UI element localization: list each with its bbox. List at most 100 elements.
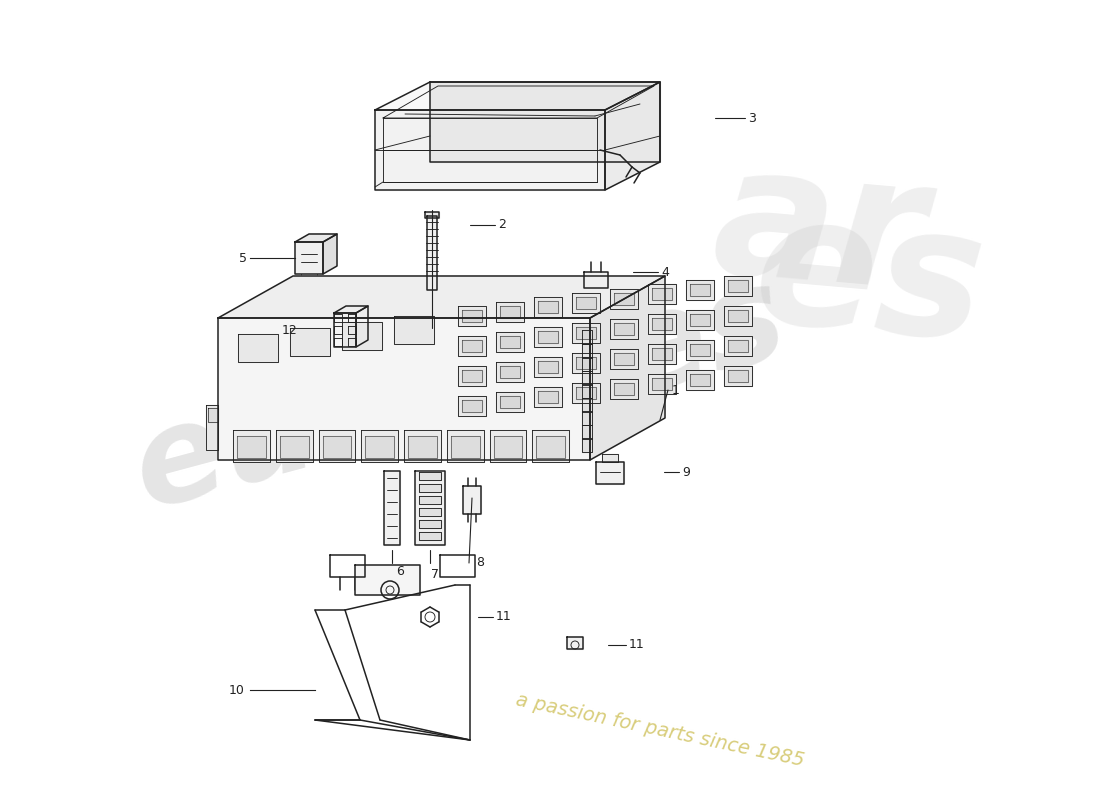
Polygon shape xyxy=(496,392,524,412)
Polygon shape xyxy=(238,334,278,362)
Polygon shape xyxy=(534,387,562,407)
Polygon shape xyxy=(394,316,435,344)
Text: euro: euro xyxy=(120,325,481,535)
Polygon shape xyxy=(582,343,592,358)
Text: a passion for parts since 1985: a passion for parts since 1985 xyxy=(514,690,806,770)
Polygon shape xyxy=(218,318,590,460)
Polygon shape xyxy=(576,327,596,339)
Polygon shape xyxy=(496,302,524,322)
Polygon shape xyxy=(355,565,420,595)
Polygon shape xyxy=(322,436,351,458)
Text: 2: 2 xyxy=(498,218,506,231)
Polygon shape xyxy=(576,297,596,309)
Text: 10: 10 xyxy=(229,683,245,697)
Polygon shape xyxy=(425,212,439,218)
Polygon shape xyxy=(236,436,266,458)
Polygon shape xyxy=(686,310,714,330)
Polygon shape xyxy=(458,306,486,326)
Text: 3: 3 xyxy=(748,111,756,125)
Polygon shape xyxy=(572,293,600,313)
Polygon shape xyxy=(610,318,638,338)
Polygon shape xyxy=(584,272,608,288)
Polygon shape xyxy=(582,357,592,371)
Polygon shape xyxy=(276,430,312,462)
Polygon shape xyxy=(534,358,562,378)
Polygon shape xyxy=(728,370,748,382)
Polygon shape xyxy=(652,289,672,301)
Polygon shape xyxy=(572,323,600,343)
Polygon shape xyxy=(415,471,446,545)
Polygon shape xyxy=(419,484,441,492)
Polygon shape xyxy=(496,362,524,382)
Polygon shape xyxy=(686,340,714,360)
Polygon shape xyxy=(361,430,398,462)
Polygon shape xyxy=(500,306,520,318)
Text: 7: 7 xyxy=(431,568,439,581)
Polygon shape xyxy=(724,366,752,386)
Polygon shape xyxy=(614,293,634,305)
Polygon shape xyxy=(538,362,558,374)
Polygon shape xyxy=(582,370,592,385)
Polygon shape xyxy=(566,637,583,649)
Polygon shape xyxy=(348,314,356,322)
Polygon shape xyxy=(690,284,710,296)
Polygon shape xyxy=(290,328,330,356)
Polygon shape xyxy=(538,302,558,314)
Polygon shape xyxy=(572,383,600,403)
Polygon shape xyxy=(500,396,520,408)
Polygon shape xyxy=(408,436,437,458)
Polygon shape xyxy=(614,322,634,334)
Polygon shape xyxy=(458,366,486,386)
Polygon shape xyxy=(610,289,638,309)
Text: 1: 1 xyxy=(672,383,680,397)
Polygon shape xyxy=(490,430,526,462)
Polygon shape xyxy=(458,336,486,356)
Polygon shape xyxy=(500,366,520,378)
Polygon shape xyxy=(582,384,592,398)
Text: 6: 6 xyxy=(396,565,404,578)
Polygon shape xyxy=(590,276,666,460)
Polygon shape xyxy=(494,436,522,458)
Polygon shape xyxy=(208,408,218,422)
Polygon shape xyxy=(572,353,600,373)
Polygon shape xyxy=(576,387,596,399)
Polygon shape xyxy=(534,298,562,318)
Polygon shape xyxy=(652,318,672,330)
Polygon shape xyxy=(323,234,337,274)
Polygon shape xyxy=(648,345,676,365)
Polygon shape xyxy=(375,82,660,110)
Polygon shape xyxy=(334,314,342,322)
Polygon shape xyxy=(451,436,480,458)
Polygon shape xyxy=(728,340,748,352)
Polygon shape xyxy=(462,400,482,412)
Polygon shape xyxy=(582,425,592,439)
Polygon shape xyxy=(690,344,710,356)
Text: Pares: Pares xyxy=(370,255,800,485)
Polygon shape xyxy=(686,370,714,390)
Polygon shape xyxy=(419,496,441,504)
Polygon shape xyxy=(419,532,441,540)
Polygon shape xyxy=(375,110,605,190)
Polygon shape xyxy=(356,306,369,347)
Polygon shape xyxy=(334,338,342,346)
Polygon shape xyxy=(348,338,356,346)
Text: 12: 12 xyxy=(282,323,297,337)
Polygon shape xyxy=(334,306,368,313)
Polygon shape xyxy=(348,326,356,334)
Text: 4: 4 xyxy=(661,266,669,278)
Polygon shape xyxy=(384,471,400,545)
Polygon shape xyxy=(596,462,624,484)
Polygon shape xyxy=(724,306,752,326)
Polygon shape xyxy=(648,314,676,334)
Polygon shape xyxy=(419,508,441,516)
Polygon shape xyxy=(342,322,382,350)
Polygon shape xyxy=(690,314,710,326)
Polygon shape xyxy=(605,82,660,190)
Polygon shape xyxy=(365,436,394,458)
Polygon shape xyxy=(319,430,355,462)
Polygon shape xyxy=(462,370,482,382)
Polygon shape xyxy=(582,438,592,453)
Polygon shape xyxy=(614,353,634,365)
Polygon shape xyxy=(582,330,592,344)
Polygon shape xyxy=(610,349,638,369)
